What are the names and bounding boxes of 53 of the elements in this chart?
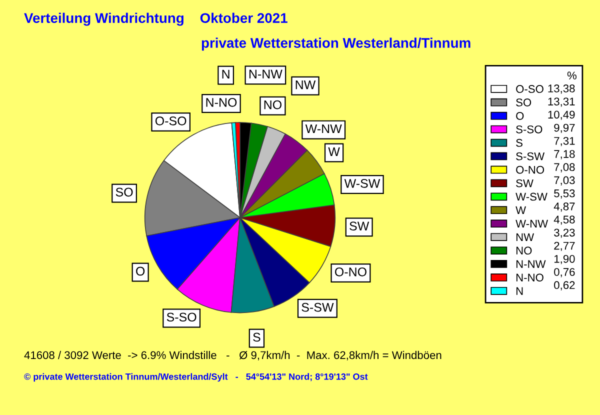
legend-label: SW bbox=[516, 179, 534, 188]
slice-label: O-NO bbox=[335, 267, 366, 276]
slice-label: NO bbox=[264, 100, 282, 110]
legend-label: N-NW bbox=[516, 260, 546, 268]
legend-label: N bbox=[516, 287, 523, 295]
data-label: 3,23 bbox=[554, 228, 575, 238]
legend-label: S-SO bbox=[516, 125, 542, 134]
legend-label: W-SW bbox=[516, 192, 548, 201]
data-label: 10,49 bbox=[548, 110, 575, 120]
data-label: 7,03 bbox=[554, 176, 575, 186]
data-label: 13,38 bbox=[548, 84, 575, 94]
slice-label: S-SO bbox=[166, 312, 196, 322]
slice-label: S bbox=[253, 332, 260, 342]
slice-label: SW bbox=[350, 222, 370, 230]
slice-label: W-NW bbox=[305, 124, 342, 134]
legend-label: W bbox=[516, 206, 526, 214]
data-label: 7,31 bbox=[554, 136, 575, 146]
category-label: NW bbox=[296, 80, 316, 90]
data-label: 4,58 bbox=[554, 216, 575, 225]
legend-label: NO bbox=[516, 246, 532, 255]
legend-label: N-NO bbox=[516, 274, 544, 282]
data-label: 4,87 bbox=[554, 202, 575, 212]
legend-label: S-SW bbox=[516, 152, 545, 160]
category-label: N bbox=[222, 70, 230, 78]
legend-label: W-NW bbox=[516, 220, 548, 228]
slice-label: O bbox=[136, 266, 145, 276]
legend-label: O-NO bbox=[516, 166, 544, 174]
data-label: 13,31 bbox=[548, 98, 575, 107]
data-label: 9,97 bbox=[554, 124, 575, 134]
slice-label: W bbox=[328, 147, 340, 156]
data-label: 7,08 bbox=[554, 163, 575, 172]
legend-title: % bbox=[567, 72, 576, 80]
text: © private Wetterstation Tinnum/Westerland/Sylt - 54°54'13" Nord; 8°19'13" Ost bbox=[24, 373, 368, 382]
data-label: 5,53 bbox=[554, 189, 575, 199]
category-label: N-NW bbox=[249, 70, 282, 78]
chart-subtitle: private Wetterstation Westerland/Tinnum bbox=[202, 38, 470, 51]
legend-label: O bbox=[516, 112, 524, 120]
data-label: 0,62 bbox=[554, 281, 575, 290]
legend-label: SO bbox=[516, 98, 532, 106]
data-label: 7,18 bbox=[554, 150, 575, 160]
slice-label: S-SW bbox=[302, 302, 334, 312]
chart-title: Verteilung Windrichtung Oktober 2021 bbox=[24, 12, 288, 26]
legend-label: S bbox=[516, 138, 522, 147]
data-label: 0,76 bbox=[554, 268, 575, 278]
data-label: 2,77 bbox=[554, 242, 575, 252]
slice-label: W-SW bbox=[344, 178, 380, 188]
data-label: 1,90 bbox=[554, 254, 575, 264]
slice-label: O-SO bbox=[155, 116, 186, 126]
slice-label: SO bbox=[116, 188, 133, 197]
legend-label: O-SO bbox=[516, 85, 544, 93]
legend-label: NW bbox=[516, 233, 534, 241]
slice-label: N-NO bbox=[206, 98, 237, 107]
text: 41608 / 3092 Werte -> 6.9% Windstille - Ø 9,7km/h - Max. 62,8km/h = Windböen bbox=[24, 350, 442, 360]
